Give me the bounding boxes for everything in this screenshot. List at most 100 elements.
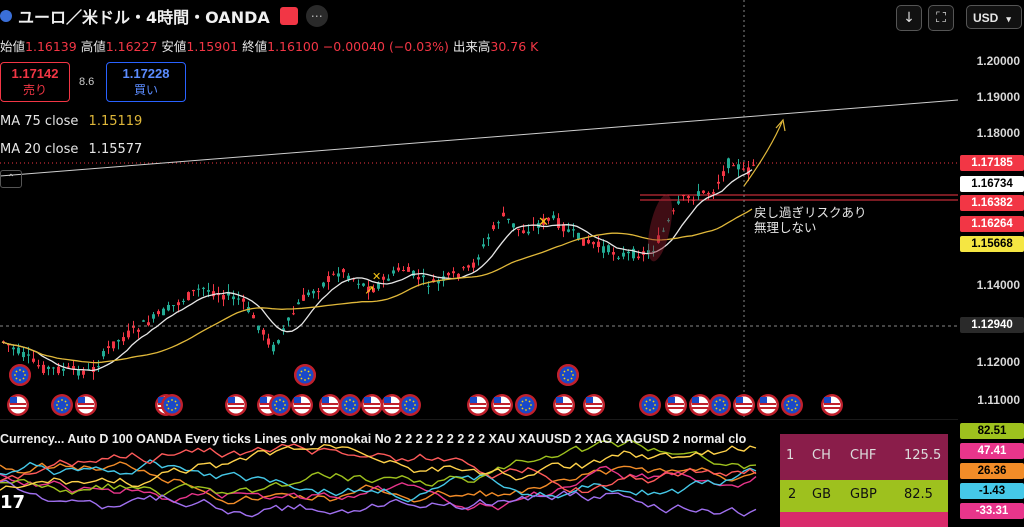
candle [272,342,275,355]
collapse-icon[interactable]: ⌃ [0,170,22,188]
flag-icon[interactable] [279,7,298,25]
candle [692,196,695,205]
candle [372,284,375,293]
strength-row-3 [780,512,948,527]
candle [212,284,215,300]
fullscreen-icon[interactable]: ⛶ [928,5,954,31]
candle [297,299,300,305]
axis-tick: 1.12000 [976,355,1020,369]
candle [722,165,725,182]
candle [612,247,615,261]
candle [27,346,30,364]
spread: 8.6 [79,76,95,88]
sell-button[interactable]: 1.17142 売り [0,62,70,102]
us-flag-icon [665,394,687,416]
candle [182,298,185,305]
candle [747,160,750,182]
currency-select[interactable]: USD ▾ [966,5,1022,29]
candle [667,218,670,223]
candle [687,195,690,203]
candle [652,245,655,257]
strength-line [0,479,757,518]
candle [472,258,475,272]
candle [52,366,55,375]
candle [397,263,400,273]
eu-flag-icon [269,394,291,416]
candle [12,345,15,356]
ma75-legend[interactable]: MA 75 close 1.15119 [0,114,143,129]
candle [482,238,485,249]
candle [362,282,365,287]
candle [107,340,110,354]
candle [697,183,700,201]
price-tag: 1.15668 [960,236,1024,252]
candle [227,284,230,300]
strength-line [0,443,757,494]
us-flag-icon [491,394,513,416]
candle [127,323,130,340]
candle [202,286,205,297]
candle [487,233,490,247]
header-bar: ユーロ／米ドル・4時間・OANDA ⋯ [0,4,328,28]
candle [497,220,500,229]
download-icon[interactable]: ↓ [896,5,922,31]
eu-flag-icon [639,394,661,416]
candle [152,312,155,323]
svg-text:✕: ✕ [372,270,381,283]
candle [37,359,40,369]
candle [307,289,310,297]
us-flag-icon [361,394,383,416]
us-flag-icon [689,394,711,416]
candles [2,157,755,380]
candle [87,363,90,371]
sub-axis-tag: 82.51 [960,423,1024,439]
eu-flag-icon [399,394,421,416]
ma20-legend[interactable]: MA 20 close 1.15577 [0,142,143,157]
eu-flag-icon [781,394,803,416]
currency-strength-pane[interactable] [0,421,958,527]
candle [552,211,555,221]
projection-arrow [743,121,783,187]
highlight-ellipse [647,194,673,262]
sub-axis-tag: -1.43 [960,483,1024,499]
buy-button[interactable]: 1.17228 買い [106,62,186,102]
candle [172,304,175,312]
price-tag: 1.16264 [960,216,1024,232]
tradingview-logo-icon: 17 [0,492,26,513]
candle [342,268,345,278]
candle [602,239,605,259]
sub-axis-tag: 47.41 [960,443,1024,459]
candle [407,263,410,272]
candle [7,343,10,352]
candle [622,246,625,260]
candle [62,362,65,377]
candle [607,244,610,255]
us-flag-icon [757,394,779,416]
candle [717,174,720,190]
candle [632,246,635,261]
symbol-title[interactable]: ユーロ／米ドル・4時間・OANDA [18,8,270,27]
candle [177,299,180,313]
candle [517,228,520,237]
candle [367,280,370,300]
price-tag: 1.16734 [960,176,1024,192]
candle [532,217,535,231]
candle [657,227,660,244]
annotation-text: 戻し過ぎリスクあり 無理しない [754,205,867,235]
candle [462,266,465,271]
candle [197,284,200,297]
candle [712,189,715,199]
candle [312,289,315,299]
ma75-line [1,208,753,364]
ma20-line [1,169,753,372]
menu-dots-icon[interactable]: ⋯ [305,5,328,27]
price-chart[interactable]: ↗ ✕ ✕ [0,0,958,420]
eu-flag-icon [51,394,73,416]
candle [302,287,305,302]
candle [402,266,405,272]
axis-tick: 1.11000 [977,393,1020,407]
us-flag-icon [319,394,341,416]
candle [267,333,270,348]
candle [447,271,450,278]
candle [557,213,560,230]
